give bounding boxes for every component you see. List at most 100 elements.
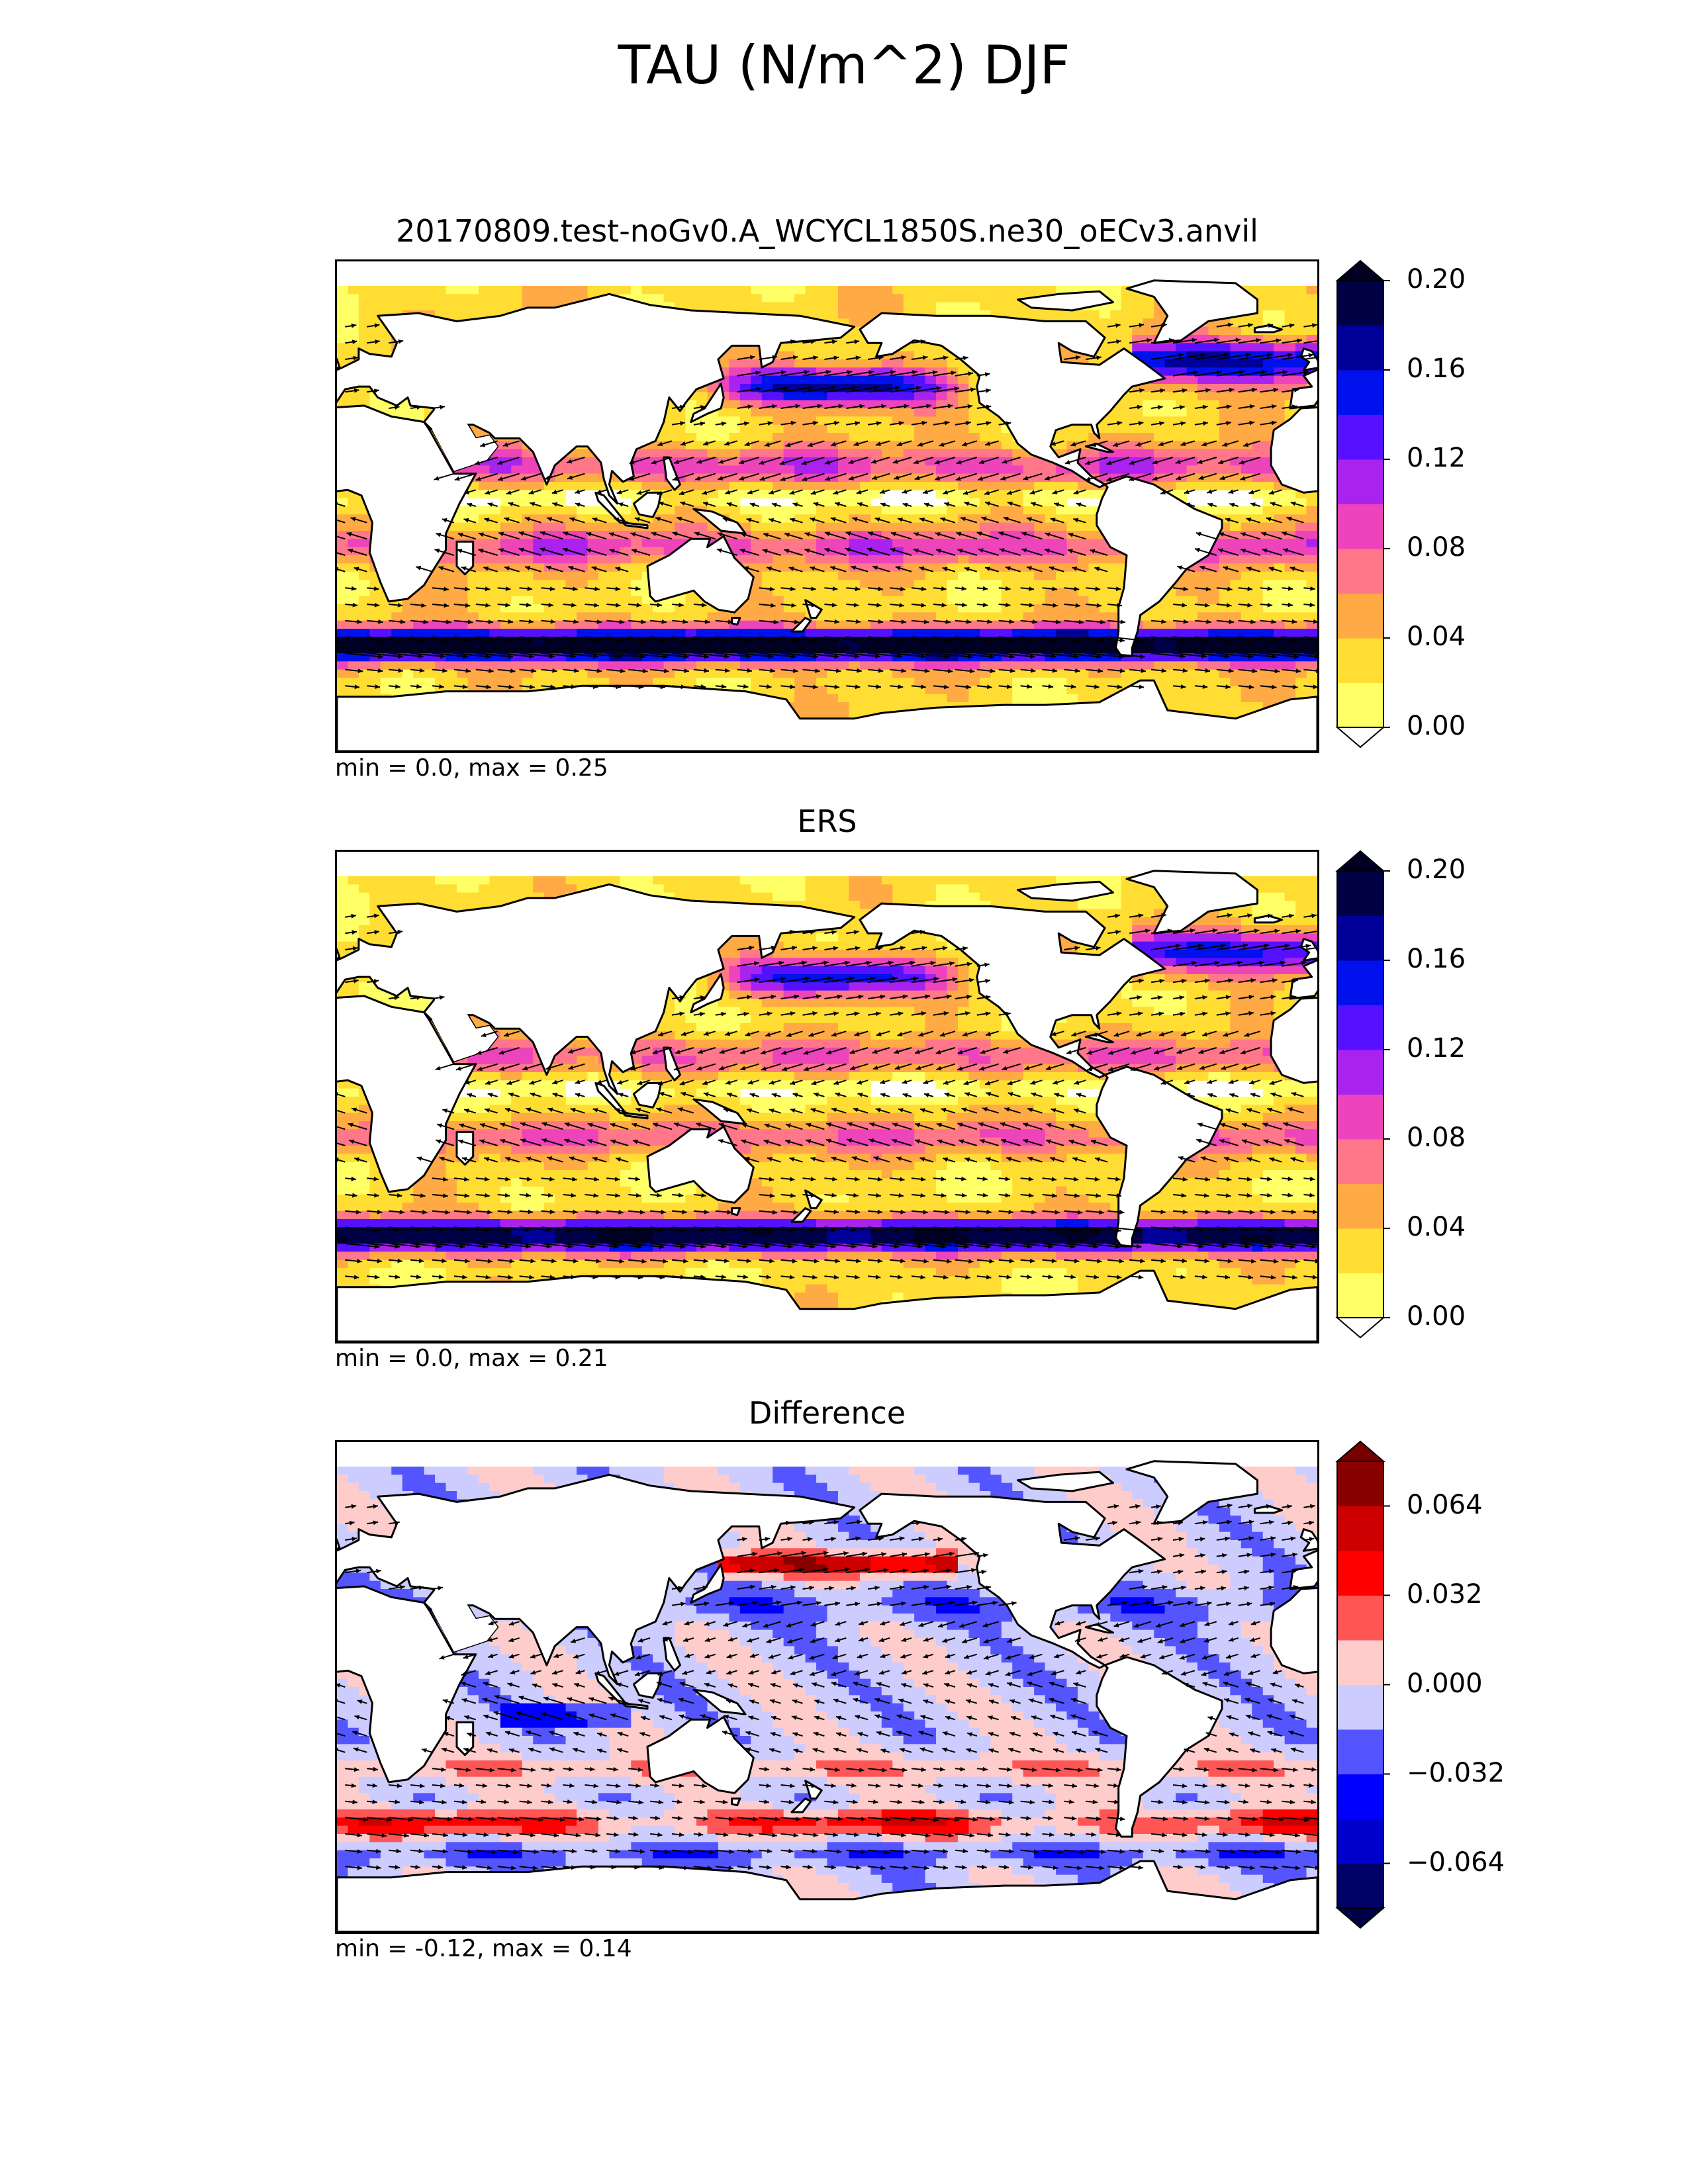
vector-arrowhead [416,1156,422,1161]
vector-arrowhead [786,1623,792,1628]
vector-arrowhead [1271,420,1277,426]
vector-arrowhead [663,1637,669,1642]
vector-arrowhead [1008,1092,1013,1097]
vector-arrowhead [655,1815,660,1821]
vector-arrowhead [1115,913,1120,919]
landmass-philippines [663,1637,681,1672]
vector-arrowhead [1096,1654,1102,1659]
vector-arrowhead [680,421,685,426]
vector-arrowhead [487,1259,493,1263]
vector-arrowhead [983,602,988,608]
vector-arrow [802,1243,836,1248]
vector-arrowhead [1070,441,1076,447]
vector-arrowhead [1291,1209,1296,1214]
vector-arrowhead [1179,1766,1184,1772]
vector-arrowhead [593,1193,598,1198]
vector-arrowhead [348,549,353,553]
vector-arrowhead [1003,1049,1009,1054]
landmass-southamerica [1096,1656,1223,1838]
vector-arrowhead [548,1799,553,1805]
vector-arrowhead [680,441,686,446]
vector-arrowhead [1162,1833,1167,1838]
vector-arrowhead [1223,352,1229,357]
vector-arrowhead [337,1683,341,1688]
vector-arrowhead [833,1747,839,1752]
vector-arrowhead [463,1655,469,1659]
vector-arrowhead [1011,1715,1016,1721]
vector-arrowhead [1269,1157,1275,1162]
vector-arrowhead [485,1731,491,1737]
vector-arrowhead [416,566,422,570]
vector-arrowhead [792,1699,798,1704]
vector-arrowhead [920,339,925,344]
vector-arrowhead [508,637,513,643]
vector-arrowhead [833,637,839,643]
vector-arrowhead [526,1177,532,1181]
vector-arrowhead [657,1193,662,1198]
vector-arrowhead [543,1696,549,1702]
vector-arrowhead [1178,1156,1184,1161]
colorbar-tick-label: −0.064 [1407,1846,1505,1878]
vector-arrowhead [574,668,579,673]
vector-arrowhead [992,1600,998,1606]
vector-arrowhead [982,1193,988,1198]
vector-arrowhead [352,1193,357,1198]
vector-arrowhead [717,548,722,553]
vector-arrowhead [464,1080,470,1085]
vector-arrowhead [793,1833,798,1838]
vector-arrow [693,1226,727,1232]
vector-arrowhead [1072,1731,1078,1736]
vector-arrow [1238,944,1270,950]
vector-arrowhead [832,1177,837,1181]
landmass-eurasia [1289,959,1317,1000]
vector-arrowhead [1157,995,1163,1000]
vector-arrowhead [920,1193,925,1198]
vector-arrowhead [569,1156,575,1161]
vector-arrowhead [442,518,447,523]
vector-arrowhead [575,1670,581,1674]
vector-arrowhead [1182,388,1188,393]
vector-arrowhead [1049,566,1055,571]
vector-arrowhead [962,1848,968,1854]
vector-arrowhead [810,1639,816,1643]
vector-arrow [519,1243,552,1248]
vector-arrowhead [548,637,554,643]
vector-arrowhead [518,547,524,553]
vector-arrowhead [677,516,682,522]
vector-arrowhead [1074,654,1079,659]
vector-arrow [868,1226,900,1232]
vector-arrowhead [939,1766,945,1772]
vector-arrowhead [886,1817,891,1822]
vector-arrowhead [654,1783,659,1788]
vector-arrowhead [1227,1520,1232,1525]
vector-arrowhead [764,1766,770,1772]
vector-arrowhead [351,323,357,328]
vector-arrow [1303,1817,1317,1820]
vector-arrowhead [1070,1274,1076,1279]
vector-arrowhead [1027,1671,1033,1676]
vector-arrowhead [353,978,359,983]
vector-arrowhead [483,1832,489,1837]
vector-arrowhead [767,684,772,689]
vector-arrowhead [592,1108,598,1113]
vector-arrowhead [1119,1816,1125,1821]
vector-arrowhead [835,1601,840,1606]
vector-arrowhead [998,531,1004,536]
vector-arrow [780,653,819,658]
vector-arrowhead [1229,619,1234,624]
vector-arrowhead [703,1816,708,1821]
vector-arrowhead [1085,477,1091,481]
vector-arrowhead [924,668,930,674]
vector-arrowhead [853,1681,859,1686]
vector-arrowhead [1078,1768,1083,1772]
vector-arrowhead [763,533,769,537]
vector-arrowhead [724,637,730,643]
vector-arrowhead [1311,1767,1317,1772]
vector-arrowhead [700,405,706,410]
vector-arrowhead [989,1259,994,1263]
vector-arrowhead [1229,1621,1234,1625]
panel-title: Difference [748,1395,906,1431]
vector-arrowhead [1203,1747,1209,1752]
vector-arrowhead [525,517,530,522]
vector-arrowhead [487,1093,493,1097]
